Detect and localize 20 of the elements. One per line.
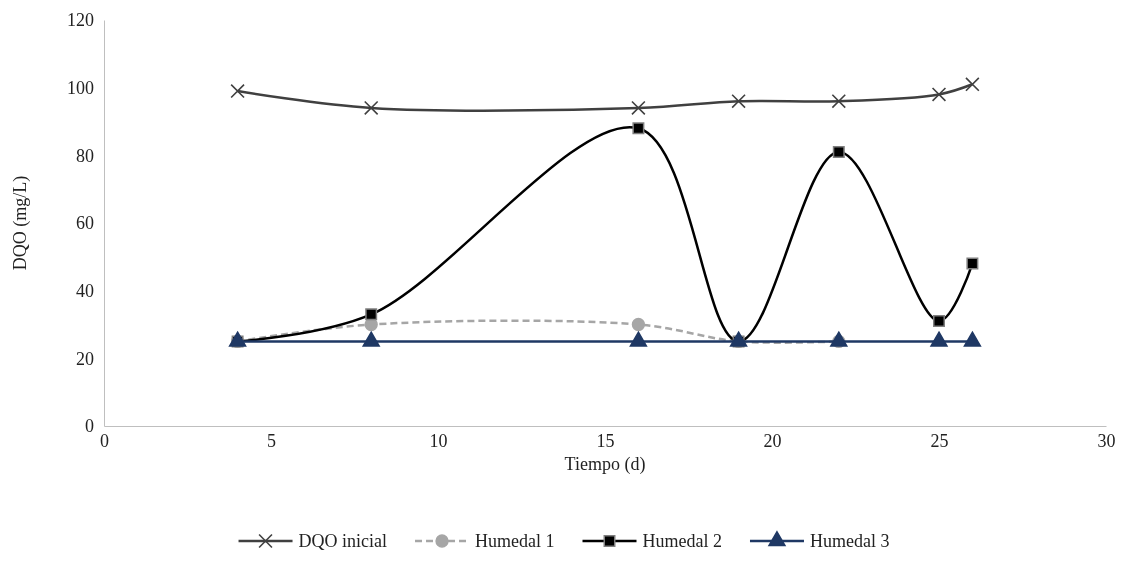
y-tick-label: 60 <box>76 213 94 234</box>
x-tick-label: 10 <box>429 430 448 451</box>
x-tick-label: 20 <box>763 430 782 451</box>
y-tick-label: 120 <box>67 10 94 31</box>
x-tick-label: 25 <box>930 430 949 451</box>
y-tick-label: 100 <box>67 77 94 98</box>
y-axis-title: DQO (mg/L) <box>10 175 31 271</box>
y-tick-label: 20 <box>76 348 94 369</box>
y-tick-label: 40 <box>76 280 94 301</box>
y-tick-label: 0 <box>85 416 94 437</box>
legend-label: Humedal 3 <box>809 531 890 551</box>
x-tick-label: 15 <box>596 430 615 451</box>
legend-label: Humedal 1 <box>475 531 555 551</box>
x-axis-title: Tiempo (d) <box>564 454 646 475</box>
legend-label: Humedal 2 <box>642 531 722 551</box>
x-tick-label: 0 <box>100 430 109 451</box>
x-tick-label: 30 <box>1097 430 1116 451</box>
x-tick-label: 5 <box>267 430 276 451</box>
legend-label: DQO inicial <box>298 531 388 551</box>
y-tick-label: 80 <box>76 145 94 166</box>
